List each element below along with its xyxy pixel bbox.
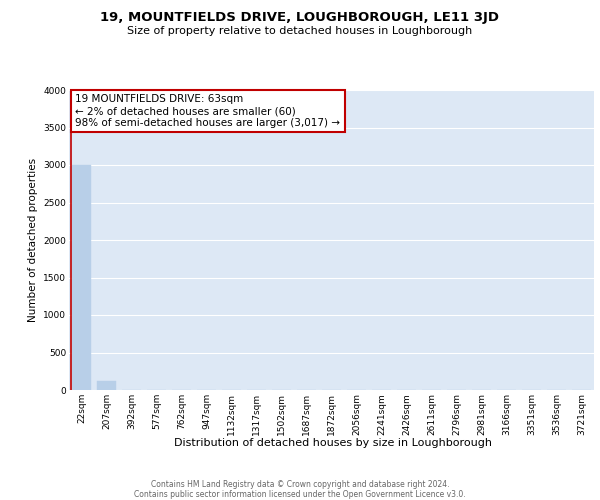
Text: 19 MOUNTFIELDS DRIVE: 63sqm
← 2% of detached houses are smaller (60)
98% of semi: 19 MOUNTFIELDS DRIVE: 63sqm ← 2% of deta…	[76, 94, 340, 128]
Text: 19, MOUNTFIELDS DRIVE, LOUGHBOROUGH, LE11 3JD: 19, MOUNTFIELDS DRIVE, LOUGHBOROUGH, LE1…	[101, 11, 499, 24]
Y-axis label: Number of detached properties: Number of detached properties	[28, 158, 38, 322]
Bar	[97, 381, 116, 390]
Text: Size of property relative to detached houses in Loughborough: Size of property relative to detached ho…	[127, 26, 473, 36]
Text: Distribution of detached houses by size in Loughborough: Distribution of detached houses by size …	[174, 438, 492, 448]
Text: Contains HM Land Registry data © Crown copyright and database right 2024.
Contai: Contains HM Land Registry data © Crown c…	[134, 480, 466, 499]
Bar	[72, 165, 91, 390]
